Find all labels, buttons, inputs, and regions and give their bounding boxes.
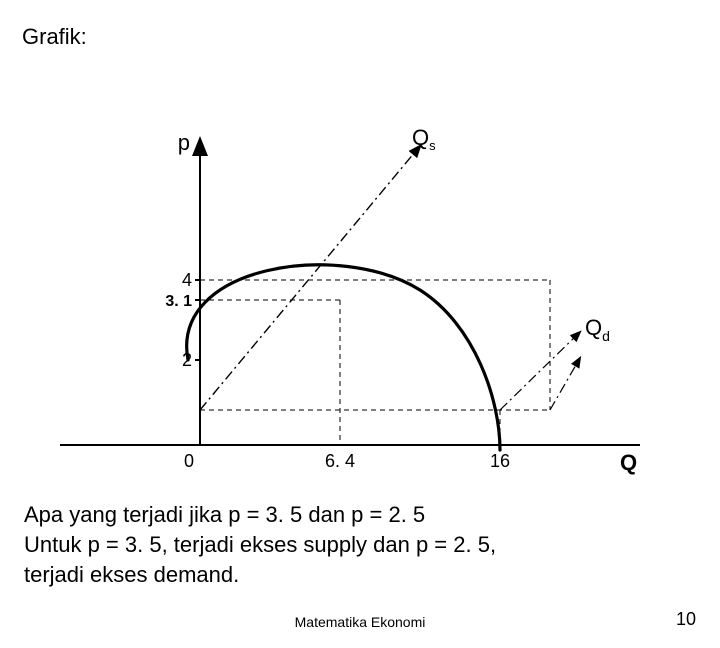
y-axis-label: p [178,130,190,155]
x-axis-label: Q [620,450,637,475]
supply-label: Qs [412,125,436,153]
label-arrow [500,332,580,410]
answer-line-2: terjadi ekses demand. [24,560,239,590]
origin-label: 0 [184,451,194,471]
y-tick-label: 4 [182,270,192,290]
page-number: 10 [676,609,696,630]
footer-text: Matematika Ekonomi [0,614,720,630]
page-title: Grafik: [22,24,87,50]
x-tick-label: 16 [490,451,510,471]
supply-demand-chart: pQ43. 1206. 416QsQd [20,110,700,490]
demand-label: Qd [585,315,610,344]
supply-curve [200,146,420,410]
demand-curve [187,265,500,450]
label-arrow [550,358,580,410]
answer-line-1: Untuk p = 3. 5, terjadi ekses supply dan… [24,530,496,560]
y-tick-label: 3. 1 [165,293,192,310]
question-line-1: Apa yang terjadi jika p = 3. 5 dan p = 2… [24,500,425,530]
x-tick-label: 6. 4 [325,451,355,471]
